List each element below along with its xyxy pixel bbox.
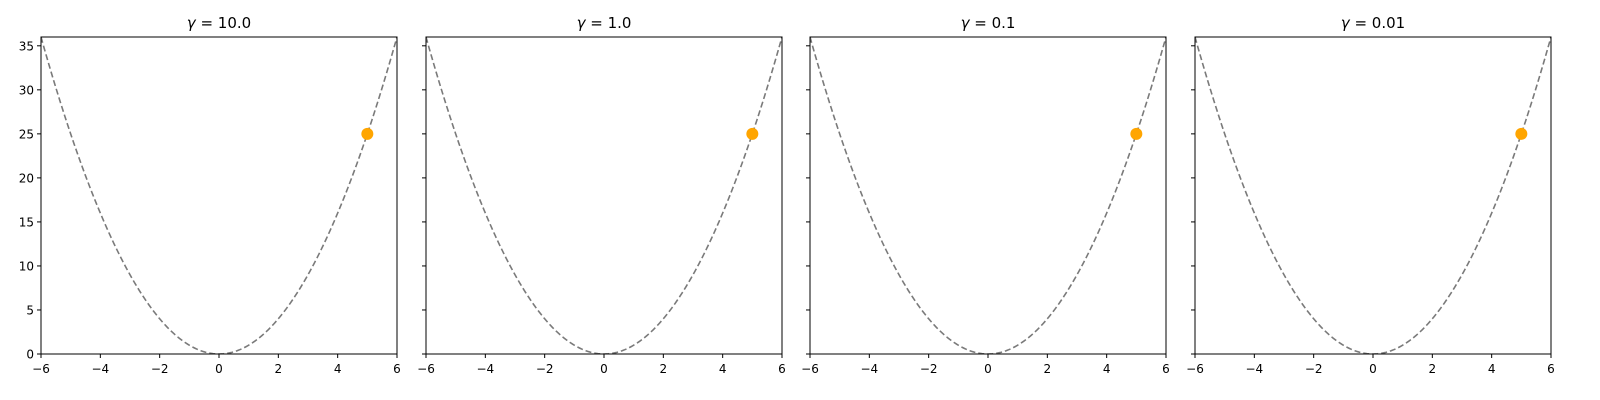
title-symbol: γ [187,14,197,32]
x-tick-label: −4 [91,362,109,376]
subplot-3: γ = 0.1 −6 −4 −2 0 2 4 6 [801,14,1170,376]
x-tick-label: 6 [1162,362,1170,376]
x-tick-label: −4 [860,362,878,376]
subplot-1: γ = 10.0 −6 −4 −2 0 2 4 6 0 5 10 15 20 25 30 35 [19,14,401,376]
current-point-marker [1130,127,1143,140]
x-tick-label: 0 [1369,362,1377,376]
subplot-title: γ = 1.0 [577,14,632,32]
parabola-curve [426,37,782,354]
title-value: 0.1 [992,14,1016,32]
x-tick-label: −2 [1305,362,1323,376]
title-symbol: γ [1341,14,1351,32]
title-value: 1.0 [608,14,632,32]
x-tick-label: −6 [417,362,435,376]
x-tick-label: −6 [32,362,50,376]
x-tick-label: −6 [801,362,819,376]
title-equals: = [1350,14,1372,32]
x-tick-label: 0 [215,362,223,376]
axes-frame [1194,36,1552,355]
x-tick-label: 0 [984,362,992,376]
parabola-curve [810,37,1166,354]
x-tick-label: −6 [1186,362,1204,376]
x-tick-label: 4 [334,362,342,376]
parabola-curve [1195,37,1551,354]
parabola-curve [41,37,397,354]
x-tick-label: 6 [778,362,786,376]
axes-frame [809,36,1167,355]
title-equals: = [196,14,218,32]
x-tick-label: −4 [1245,362,1263,376]
title-equals: = [585,14,607,32]
axes-frame [425,36,783,355]
x-tick-label: −2 [536,362,554,376]
x-tick-label: 6 [393,362,401,376]
current-point-marker [1515,127,1528,140]
x-tick-label: 2 [660,362,668,376]
x-tick-label: 4 [1488,362,1496,376]
subplot-title: γ = 0.1 [961,14,1016,32]
x-tick-label: 2 [1044,362,1052,376]
x-tick-label: 4 [1103,362,1111,376]
x-tick-label: 4 [719,362,727,376]
title-equals: = [969,14,991,32]
x-tick-label: 6 [1547,362,1555,376]
x-tick-label: 2 [1429,362,1437,376]
subplot-title: γ = 10.0 [187,14,251,32]
y-tick-label: 20 [19,171,34,185]
x-tick-label: −2 [151,362,169,376]
subplot-4: γ = 0.01 −6 −4 −2 0 2 4 6 [1186,14,1555,376]
y-tick-label: 35 [19,39,34,53]
current-point-marker [361,127,374,140]
x-tick-label: 0 [600,362,608,376]
y-tick-label: 25 [19,127,34,141]
y-tick-label: 10 [19,259,34,273]
title-symbol: γ [577,14,587,32]
subplot-2: γ = 1.0 −6 −4 −2 0 2 4 6 [417,14,786,376]
current-point-marker [746,127,759,140]
title-value: 0.01 [1372,14,1405,32]
y-tick-label: 0 [26,348,34,362]
y-tick-label: 15 [19,215,34,229]
y-tick-label: 5 [26,303,34,317]
axes-frame [40,36,398,355]
title-value: 10.0 [218,14,251,32]
x-tick-label: 2 [275,362,283,376]
subplot-title: γ = 0.01 [1341,14,1405,32]
x-tick-label: −2 [920,362,938,376]
title-symbol: γ [961,14,971,32]
y-tick-label: 30 [19,83,34,97]
x-tick-label: −4 [476,362,494,376]
